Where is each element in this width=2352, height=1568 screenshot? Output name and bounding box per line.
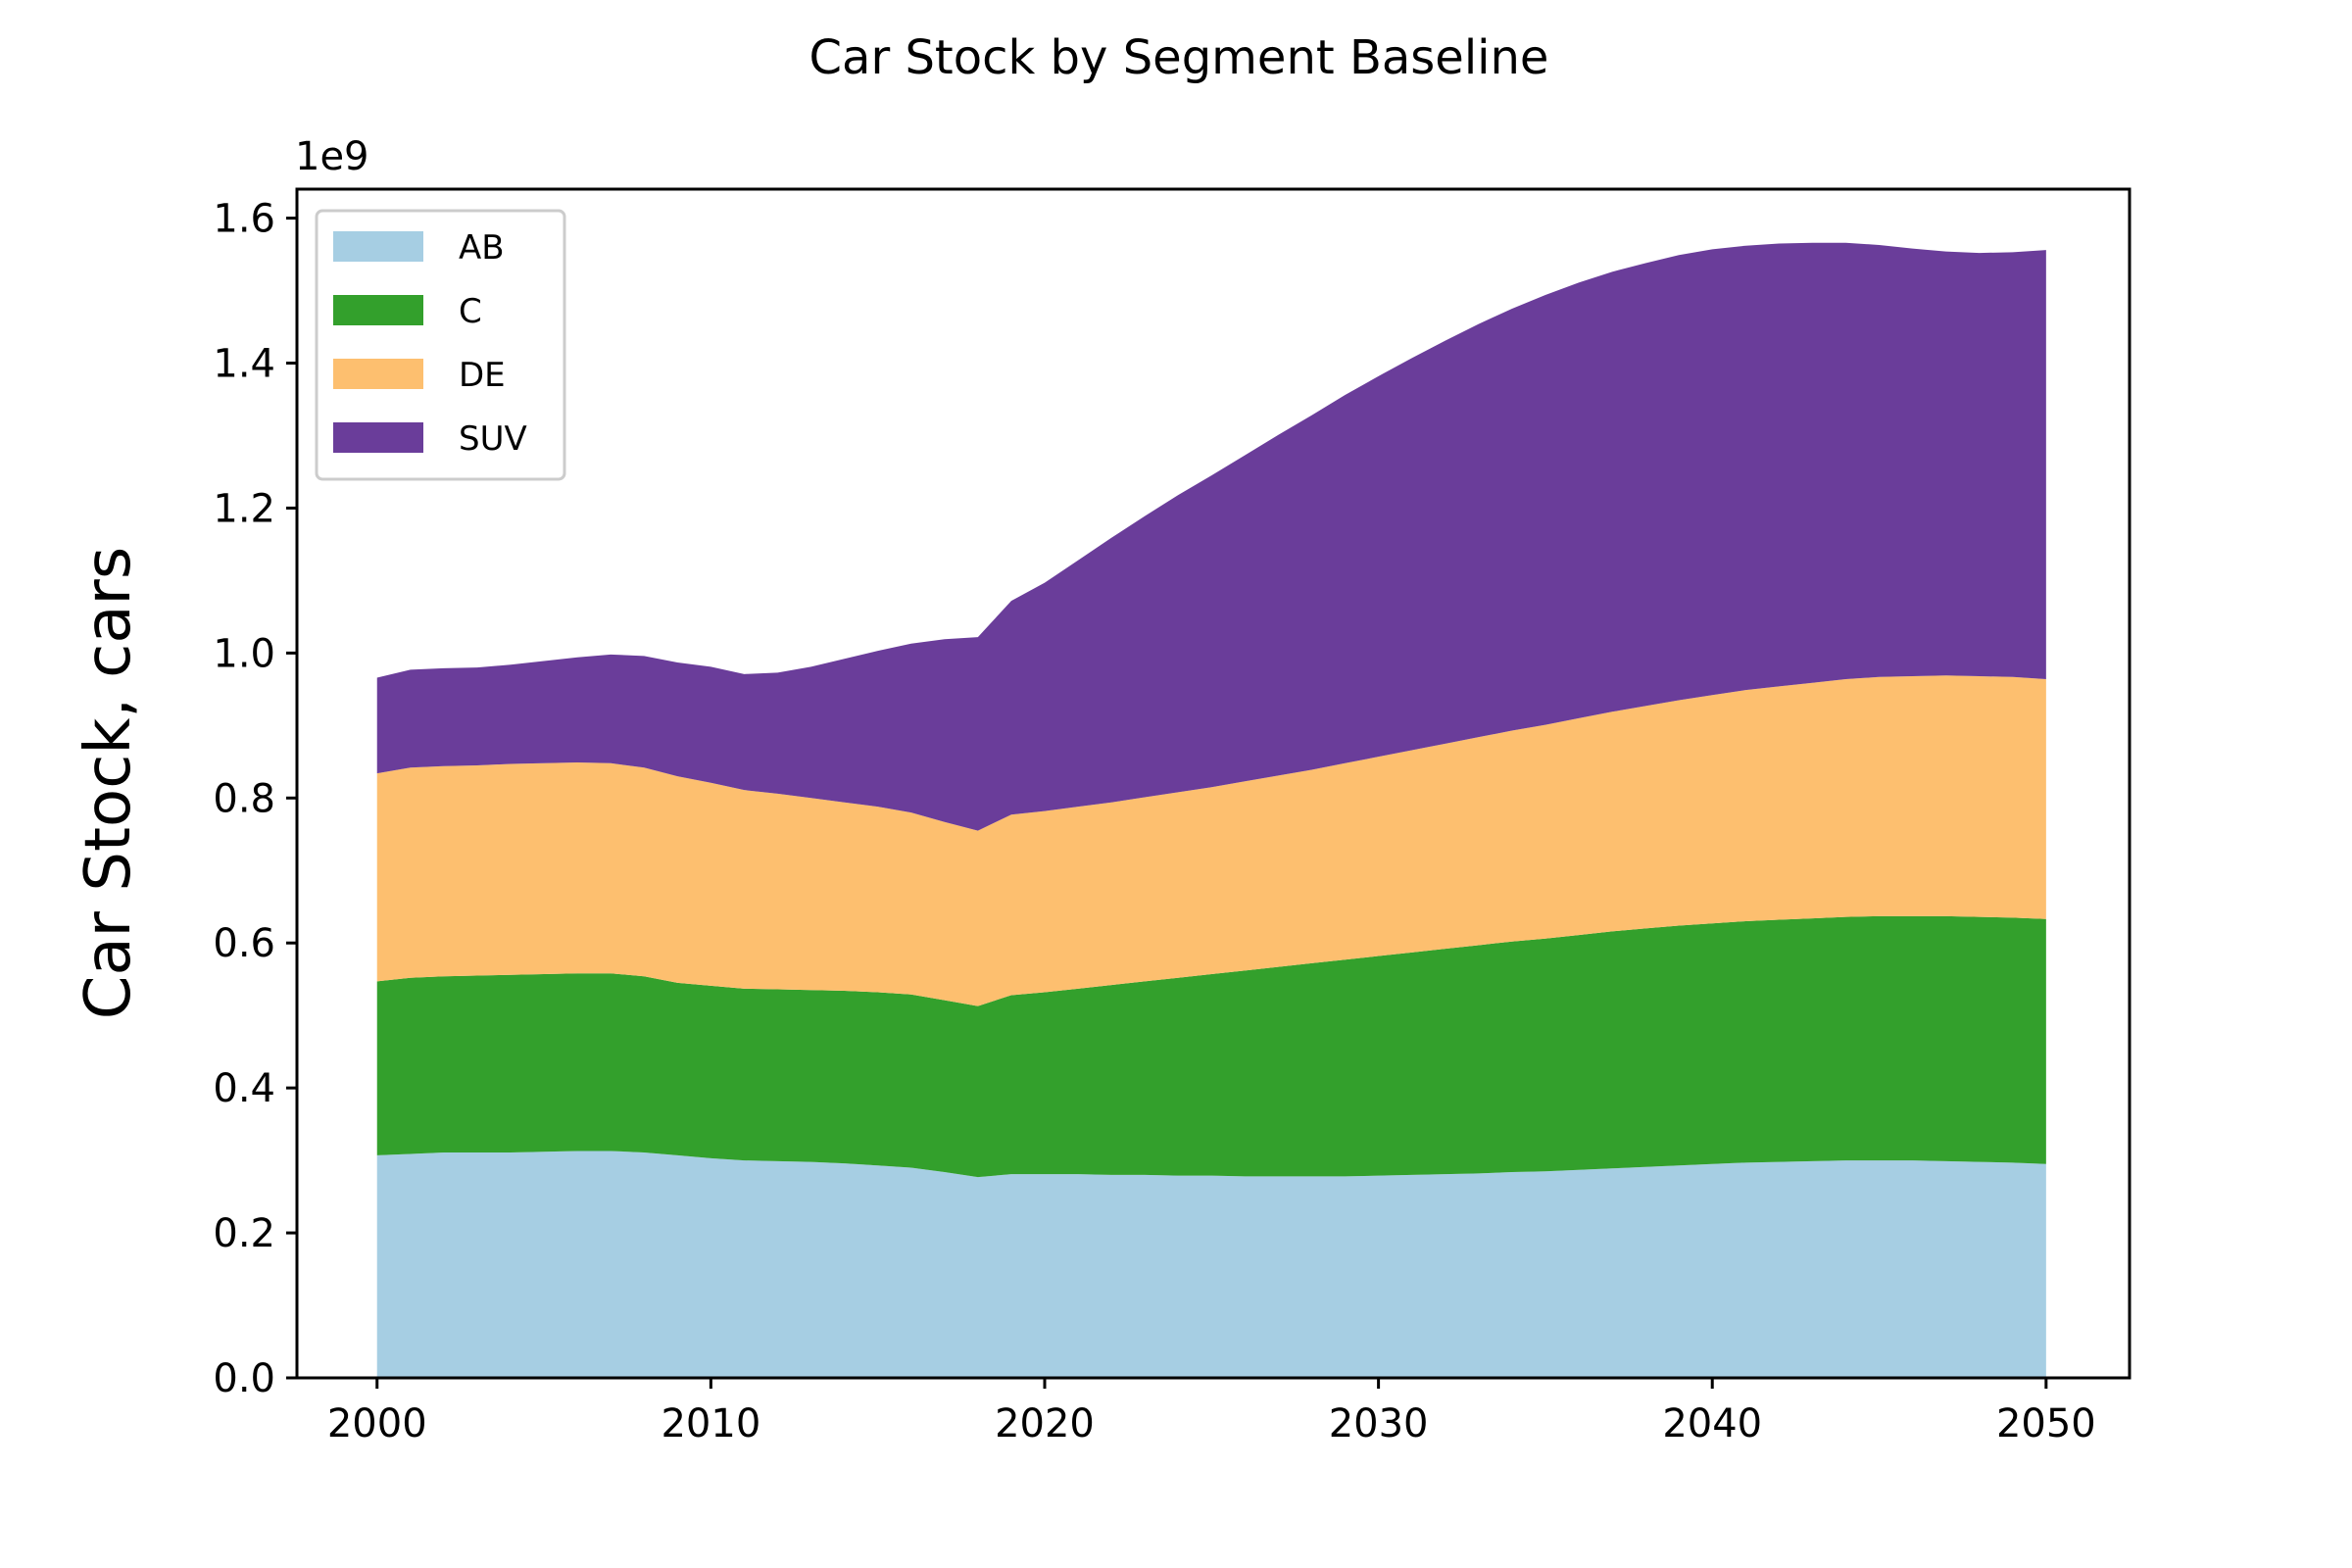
area-series-de [376, 675, 2046, 1006]
x-tick-label: 2030 [1329, 1401, 1429, 1446]
x-tick-label: 2010 [661, 1401, 760, 1446]
legend-label-suv: SUV [459, 419, 527, 459]
area-series-c [376, 915, 2046, 1178]
legend-swatch-suv [333, 422, 423, 453]
y-axis-label: Car Stock, cars [73, 547, 145, 1019]
y-tick-label: 1.6 [213, 197, 275, 242]
legend-label-de: DE [459, 356, 506, 395]
y-tick-label: 1.4 [213, 342, 275, 387]
y-tick-label: 0.2 [213, 1211, 275, 1256]
plot-areas [376, 242, 2046, 1378]
y-tick-label: 0.4 [213, 1066, 275, 1111]
x-tick-label: 2020 [995, 1401, 1095, 1446]
y-tick-label: 1.2 [213, 486, 275, 531]
legend: AB C DE SUV [315, 209, 566, 481]
legend-label-c: C [459, 292, 482, 331]
x-tick-label: 2000 [327, 1401, 427, 1446]
legend-swatch-c [333, 295, 423, 325]
y-tick-label: 0.6 [213, 921, 275, 966]
area-series-ab [376, 1151, 2046, 1378]
y-offset-label: 1e9 [295, 134, 369, 179]
chart-title: Car Stock by Segment Baseline [809, 30, 1549, 85]
legend-box [315, 209, 566, 481]
y-axis: 0.0 0.2 0.4 0.6 0.8 1.0 1.2 1.4 1.6 [213, 197, 297, 1401]
legend-swatch-ab [333, 231, 423, 262]
x-tick-label: 2040 [1662, 1401, 1762, 1446]
y-tick-label: 0.0 [213, 1356, 275, 1401]
plot-frame [295, 187, 2132, 1380]
legend-swatch-de [333, 359, 423, 389]
legend-label-ab: AB [459, 228, 505, 268]
x-tick-label: 2050 [1996, 1401, 2096, 1446]
y-tick-label: 0.8 [213, 776, 275, 821]
x-axis: 2000 2010 2020 2030 2040 2050 [327, 1378, 2096, 1446]
y-tick-label: 1.0 [213, 631, 275, 676]
area-series-suv [376, 242, 2046, 831]
